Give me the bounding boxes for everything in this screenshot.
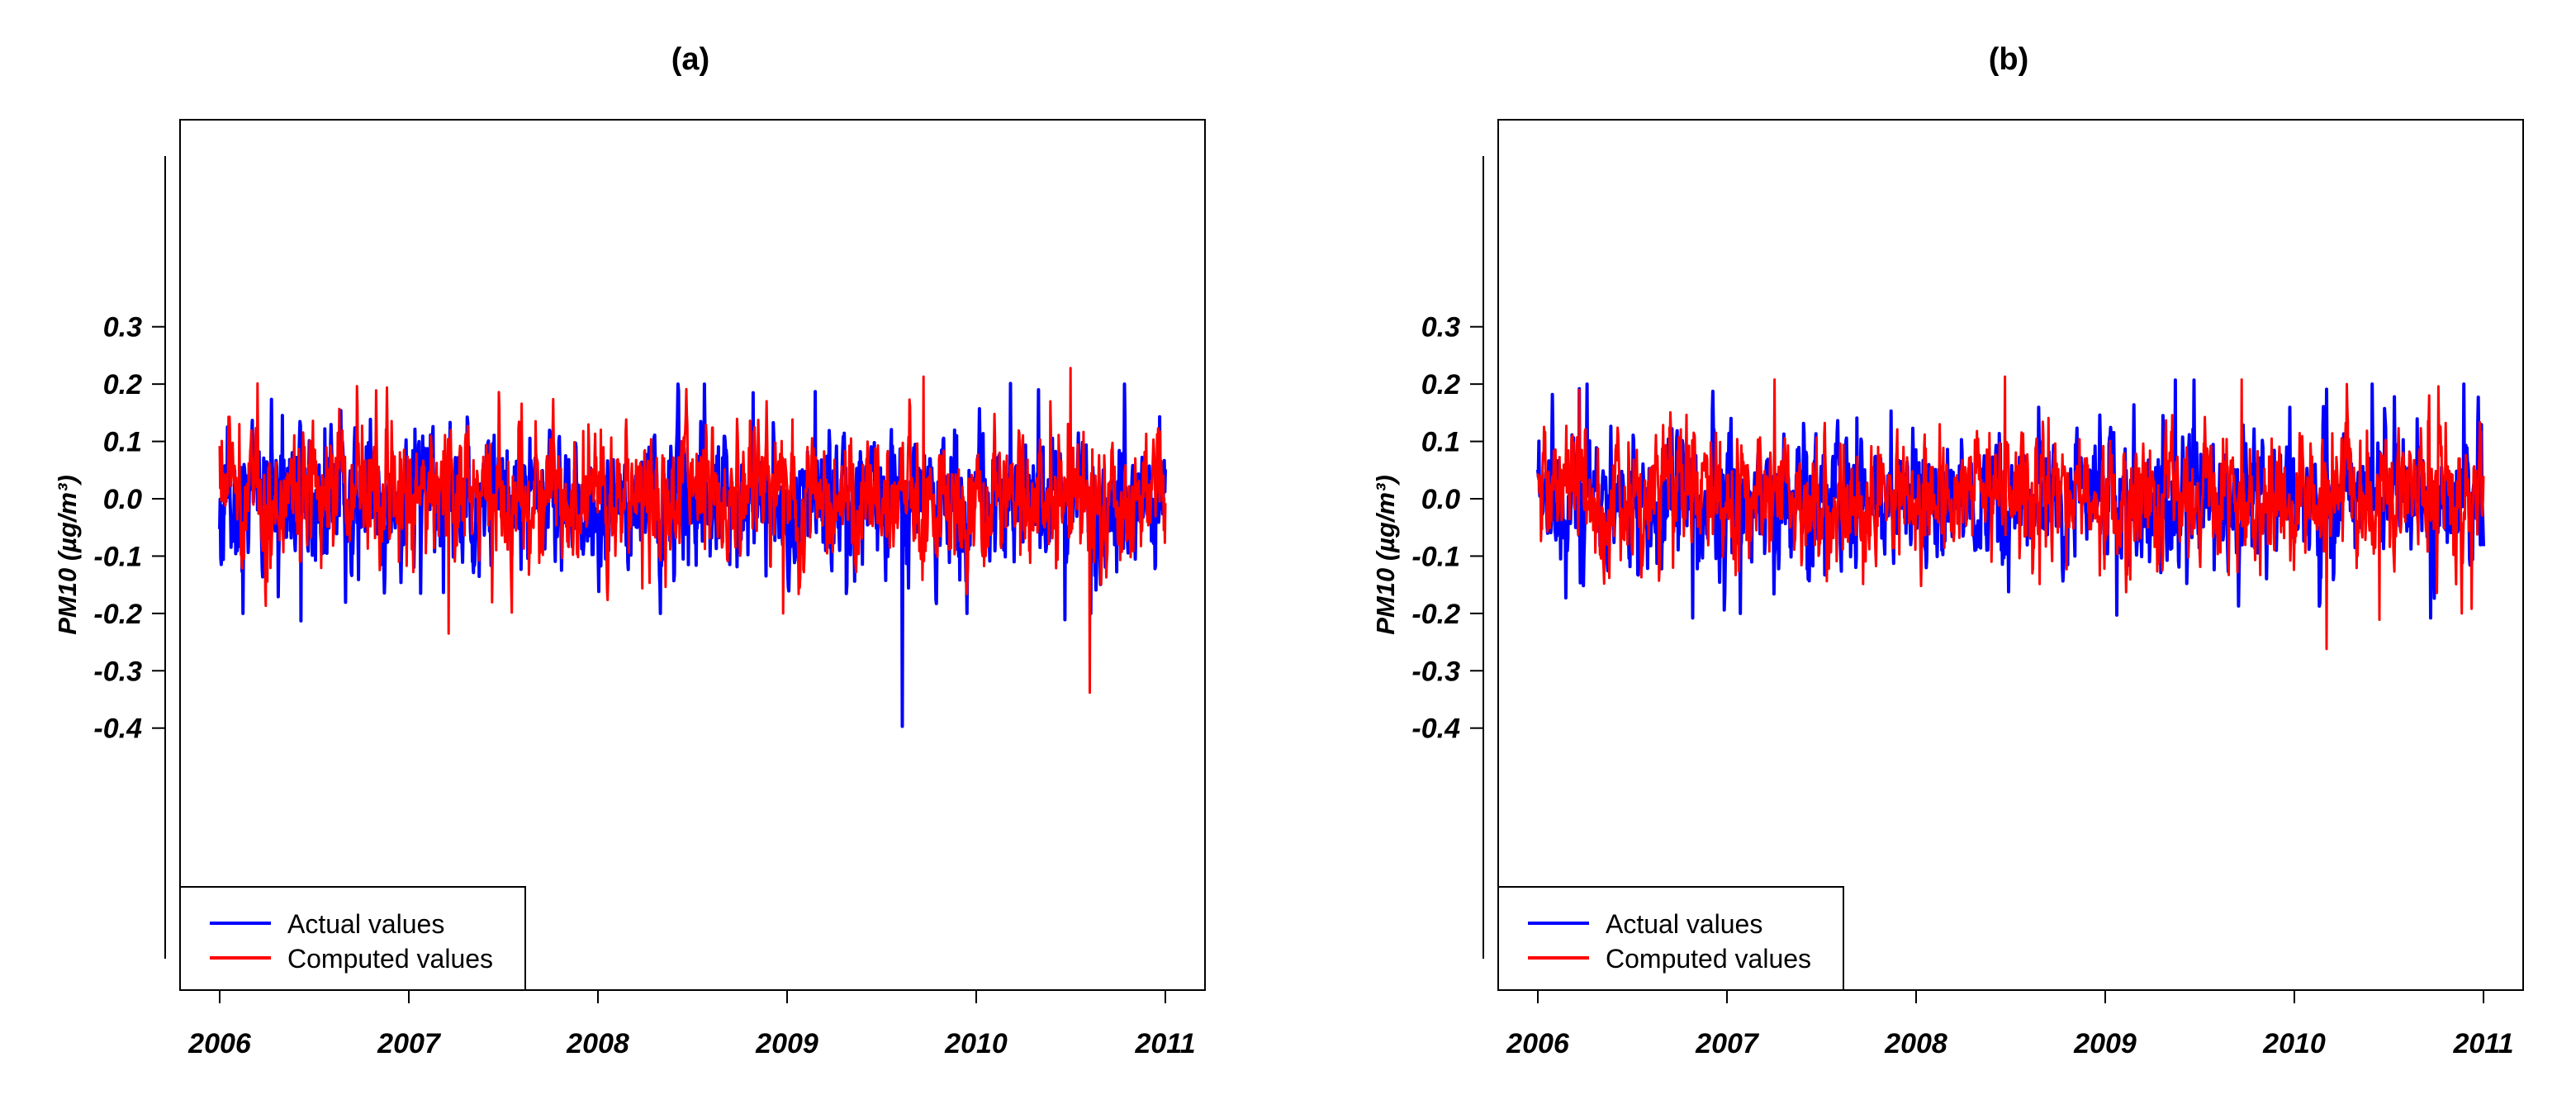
chart-title: (b) <box>1989 42 2029 77</box>
x-tick-label: 2006 <box>187 1028 252 1059</box>
plot-frame <box>1497 119 2524 991</box>
y-tick-label: -0.4 <box>93 713 142 745</box>
panel-b: (b) -0.4 -0.3 -0.2 -0.1 0.0 0.1 0.2 0.3 … <box>1371 42 2524 1059</box>
panel-a: (a) -0.4 -0.3 -0.2 -0.1 0.0 0.1 0.2 0.3 … <box>53 42 1206 1059</box>
x-tick-label: 2011 <box>2452 1028 2513 1059</box>
x-tick-label: 2010 <box>2262 1028 2326 1059</box>
plot-frame <box>179 119 1206 991</box>
y-tick-label: 0.0 <box>1421 484 1460 515</box>
y-axis-label: PM10 (µg/m³) <box>1371 475 1400 635</box>
x-tick-label: 2010 <box>944 1028 1008 1059</box>
legend-label: Actual values <box>1606 909 1762 939</box>
y-tick-label: 0.0 <box>103 484 142 515</box>
y-axis-label: PM10 (µg/m³) <box>53 475 82 635</box>
y-tick-label: -0.2 <box>1411 599 1460 630</box>
y-axis: -0.4 -0.3 -0.2 -0.1 0.0 0.1 0.2 0.3 <box>1411 156 1484 959</box>
x-tick-label: 2011 <box>1134 1028 1195 1059</box>
x-tick-label: 2007 <box>1695 1028 1760 1059</box>
x-tick-label: 2008 <box>566 1028 629 1059</box>
x-axis: 2006 2007 2008 2009 2010 2011 <box>187 989 1196 1059</box>
y-tick-label: 0.3 <box>103 312 142 344</box>
y-tick-label: -0.3 <box>93 656 142 687</box>
y-tick-label: 0.2 <box>1421 369 1460 400</box>
x-axis: 2006 2007 2008 2009 2010 2011 <box>1506 989 2514 1059</box>
y-tick-label: 0.3 <box>1421 312 1460 344</box>
x-tick-label: 2009 <box>755 1028 818 1059</box>
y-tick-label: -0.3 <box>1411 656 1460 687</box>
y-axis: -0.4 -0.3 -0.2 -0.1 0.0 0.1 0.2 0.3 <box>93 156 166 959</box>
y-tick-label: -0.2 <box>93 599 142 630</box>
y-tick-label: -0.4 <box>1411 713 1460 745</box>
legend-label: Actual values <box>287 909 444 939</box>
legend: Actual values Computed values <box>179 886 526 991</box>
legend-label: Computed values <box>287 944 493 974</box>
y-tick-label: 0.2 <box>103 369 142 400</box>
y-tick-label: -0.1 <box>93 541 142 572</box>
chart-title: (a) <box>671 42 709 77</box>
legend: Actual values Computed values <box>1497 886 1844 991</box>
x-tick-label: 2009 <box>2073 1028 2137 1059</box>
x-tick-label: 2007 <box>377 1028 442 1059</box>
legend-label: Computed values <box>1606 944 1811 974</box>
y-tick-label: -0.1 <box>1411 541 1460 572</box>
series-line-computed <box>218 367 1167 694</box>
x-tick-label: 2008 <box>1884 1028 1947 1059</box>
x-tick-label: 2006 <box>1506 1028 1570 1059</box>
y-tick-label: 0.1 <box>1421 427 1460 458</box>
y-tick-label: 0.1 <box>103 427 142 458</box>
series-line-computed <box>1536 375 2485 651</box>
